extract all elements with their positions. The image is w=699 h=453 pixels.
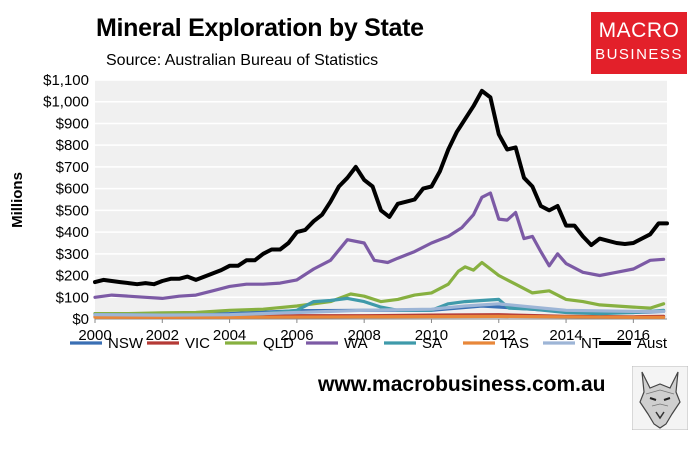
y-tick-label: $0 [72, 311, 89, 328]
chart-title: Mineral Exploration by State [96, 14, 424, 42]
x-tick-label: 2004 [213, 327, 246, 344]
series-line-nt [93, 302, 666, 317]
x-tick-label: 2010 [415, 327, 448, 344]
logo-line-2: BUSINESS [595, 46, 683, 63]
x-tick-label: 2012 [482, 327, 515, 344]
footer-url: www.macrobusiness.com.au [318, 373, 606, 396]
legend-label-qld: QLD [263, 335, 294, 352]
series-line-qld [93, 260, 666, 316]
y-tick-label: $200 [56, 268, 89, 285]
y-tick-label: $400 [56, 224, 89, 241]
y-tick-label: $800 [56, 137, 89, 154]
y-tick-label: $1,000 [43, 94, 89, 111]
y-tick-label: $100 [56, 289, 89, 306]
x-tick-label: 2016 [617, 327, 650, 344]
y-tick-label: $900 [56, 115, 89, 132]
legend-label-vic: VIC [185, 335, 210, 352]
y-tick-label: $300 [56, 246, 89, 263]
legend-label-tas: TAS [501, 335, 529, 352]
x-tick-label: 2006 [280, 327, 313, 344]
x-tick-label: 2014 [549, 327, 582, 344]
macrobusiness-logo: MACRO BUSINESS [591, 12, 687, 74]
chart-subtitle: Source: Australian Bureau of Statistics [106, 52, 379, 69]
legend-label-sa: SA [422, 335, 442, 352]
y-tick-label: $600 [56, 181, 89, 198]
y-axis-label: Millions [9, 172, 26, 228]
plot-area [95, 80, 667, 319]
legend-label-nsw: NSW [108, 335, 144, 352]
x-tick-label: 2002 [146, 327, 179, 344]
series-line-aust [93, 88, 669, 287]
wolf-icon [632, 366, 688, 430]
y-tick-label: $500 [56, 202, 89, 219]
series-line-wa [93, 191, 666, 300]
x-tick-label: 2000 [78, 327, 111, 344]
y-tick-label: $1,100 [43, 72, 89, 89]
legend-label-nt: NT [581, 335, 601, 352]
legend-label-wa: WA [344, 335, 368, 352]
legend-label-aust: Aust [637, 335, 668, 352]
y-tick-label: $700 [56, 159, 89, 176]
series-line-tas [93, 314, 666, 319]
logo-line-1: MACRO [598, 19, 680, 42]
x-tick-label: 2008 [347, 327, 380, 344]
